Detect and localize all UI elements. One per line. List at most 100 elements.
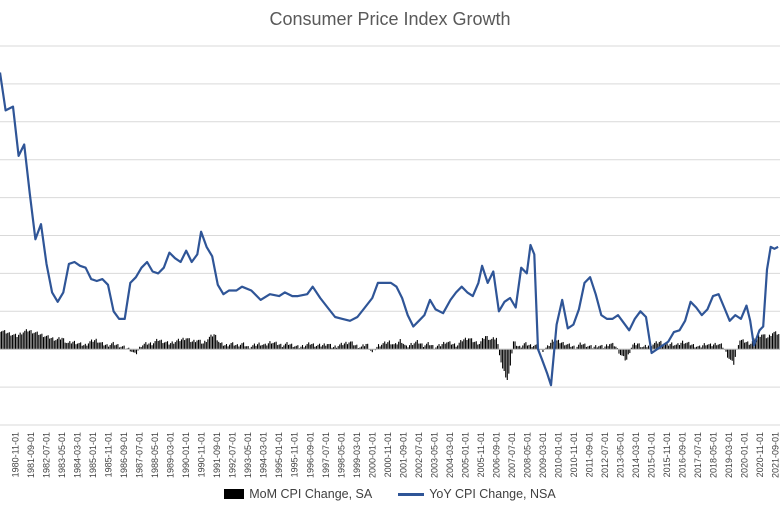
mom-bar <box>75 344 77 350</box>
mom-bar <box>218 341 220 350</box>
x-tick-label: 2008-05-01 <box>522 432 532 478</box>
mom-bar <box>47 335 49 350</box>
mom-bar <box>377 344 380 350</box>
mom-bar <box>570 346 572 350</box>
mom-bar <box>201 343 203 350</box>
mom-bar <box>55 340 57 350</box>
mom-bar <box>728 349 730 359</box>
mom-bar <box>173 343 175 350</box>
mom-bar <box>573 345 575 350</box>
mom-bar <box>385 343 387 350</box>
x-tick-label: 1982-07-01 <box>42 432 52 478</box>
mom-bar <box>53 340 55 350</box>
mom-bar <box>244 346 246 350</box>
mom-bar <box>134 349 136 353</box>
mom-bar <box>463 339 465 350</box>
mom-bar <box>457 345 459 350</box>
mom-bar <box>4 330 6 350</box>
legend: MoM CPI Change, SA YoY CPI Change, NSA <box>0 487 780 501</box>
mom-bar <box>430 345 432 350</box>
x-tick-label: 2006-09-01 <box>491 432 501 478</box>
x-tick-label: 1995-01-01 <box>274 432 284 478</box>
mom-bar <box>464 337 466 350</box>
mom-bar <box>447 341 449 350</box>
mom-bar <box>343 343 345 350</box>
x-tick-label: 2020-01-01 <box>740 432 750 478</box>
mom-bar <box>716 345 718 350</box>
mom-bar <box>180 339 183 350</box>
mom-bar <box>643 346 645 350</box>
mom-bar <box>688 341 690 350</box>
x-tick-label: 1995-11-01 <box>290 432 300 477</box>
mom-bar <box>526 345 528 350</box>
mom-bar <box>56 338 58 350</box>
mom-bar <box>415 341 417 350</box>
mom-bar <box>261 344 263 350</box>
mom-bar <box>393 344 395 350</box>
mom-bar <box>66 343 68 350</box>
x-tick-label: 2018-05-01 <box>709 432 719 478</box>
mom-bar <box>86 345 88 350</box>
mom-bar <box>272 342 274 350</box>
mom-bar <box>131 349 133 352</box>
mom-bar <box>168 344 170 350</box>
mom-bar <box>391 344 394 350</box>
mom-bar <box>495 337 497 350</box>
mom-bar <box>13 334 15 350</box>
mom-bar <box>692 344 694 350</box>
mom-bar <box>675 344 677 350</box>
mom-bar <box>506 349 508 380</box>
mom-bar <box>472 342 474 350</box>
x-tick-label: 2007-07-01 <box>507 432 517 478</box>
mom-bar <box>458 342 460 350</box>
mom-bar <box>657 343 659 350</box>
mom-bar <box>748 344 750 350</box>
mom-bar <box>103 345 105 350</box>
mom-bar <box>672 345 674 350</box>
mom-bar <box>466 340 468 350</box>
mom-bar <box>69 341 71 350</box>
x-axis-ticks: 1980-11-01 1981-09-01 1982-07-01 1983-05-01… <box>11 432 780 478</box>
mom-bar <box>485 336 487 350</box>
mom-bar <box>80 342 82 350</box>
mom-bar <box>545 347 547 350</box>
mom-bar <box>475 341 477 350</box>
mom-bar <box>694 347 696 350</box>
mom-bar <box>407 347 409 350</box>
mom-bar <box>345 341 347 350</box>
mom-bar <box>118 347 120 350</box>
x-tick-label: 2009-03-01 <box>538 432 548 478</box>
mom-bar <box>205 342 207 350</box>
mom-bar <box>295 345 297 350</box>
mom-bar <box>286 342 288 350</box>
mom-bar <box>326 344 328 350</box>
mom-bar <box>24 330 26 350</box>
x-tick-label: 1990-11-01 <box>197 432 207 477</box>
mom-bar <box>108 346 110 350</box>
mom-bar <box>582 344 584 350</box>
mom-bar <box>73 340 76 350</box>
mom-bar <box>778 334 780 350</box>
mom-bar <box>314 346 316 350</box>
mom-bar <box>359 347 361 350</box>
x-tick-label: 2001-09-01 <box>398 432 408 478</box>
mom-bar <box>114 345 116 350</box>
mom-bar <box>188 338 190 350</box>
mom-bar <box>332 347 335 350</box>
mom-bar <box>283 345 285 350</box>
mom-bar <box>246 346 248 350</box>
mom-bar <box>356 344 358 350</box>
mom-bar <box>424 345 426 350</box>
mom-bar <box>556 340 558 350</box>
mom-bar <box>354 345 356 350</box>
mom-bar <box>477 344 479 350</box>
mom-bar <box>585 346 587 350</box>
mom-bar <box>309 344 311 350</box>
mom-bar <box>647 345 649 350</box>
mom-bar <box>239 344 241 350</box>
mom-bar <box>21 334 23 350</box>
mom-bar <box>413 343 415 350</box>
mom-bar <box>177 338 179 350</box>
mom-bar <box>588 345 591 350</box>
